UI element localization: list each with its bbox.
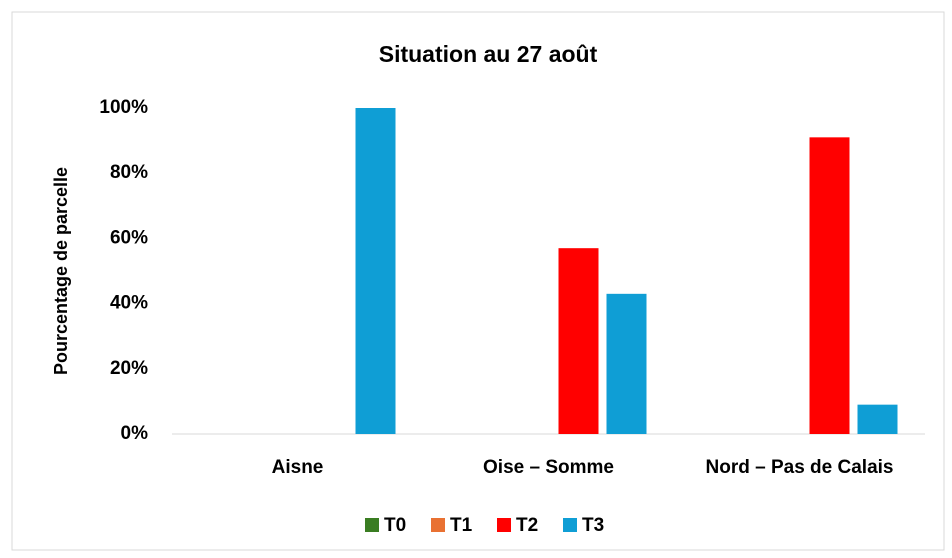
legend-swatch — [563, 518, 577, 532]
chart-title: Situation au 27 août — [379, 41, 598, 67]
legend-swatch — [431, 518, 445, 532]
y-tick-label: 100% — [99, 97, 148, 118]
legend-swatch — [497, 518, 511, 532]
bar — [606, 293, 647, 434]
y-tick-label: 20% — [110, 358, 148, 379]
legend-label: T1 — [450, 515, 473, 536]
y-tick-label: 80% — [110, 162, 148, 183]
y-tick-label: 60% — [110, 227, 148, 248]
x-tick-label: Nord – Pas de Calais — [706, 457, 894, 478]
legend-swatch — [365, 518, 379, 532]
legend-label: T2 — [516, 515, 538, 536]
y-axis-label: Pourcentage de parcelle — [51, 167, 71, 375]
y-tick-label: 40% — [110, 293, 148, 314]
legend-label: T0 — [384, 515, 406, 536]
x-tick-label: Aisne — [272, 457, 324, 478]
y-tick-label: 0% — [121, 423, 149, 444]
bar — [355, 108, 396, 434]
chart-border — [11, 11, 945, 551]
bar — [857, 404, 898, 434]
bar — [809, 137, 850, 434]
bar — [558, 248, 599, 434]
x-tick-label: Oise – Somme — [483, 457, 614, 478]
legend-label: T3 — [582, 515, 604, 536]
